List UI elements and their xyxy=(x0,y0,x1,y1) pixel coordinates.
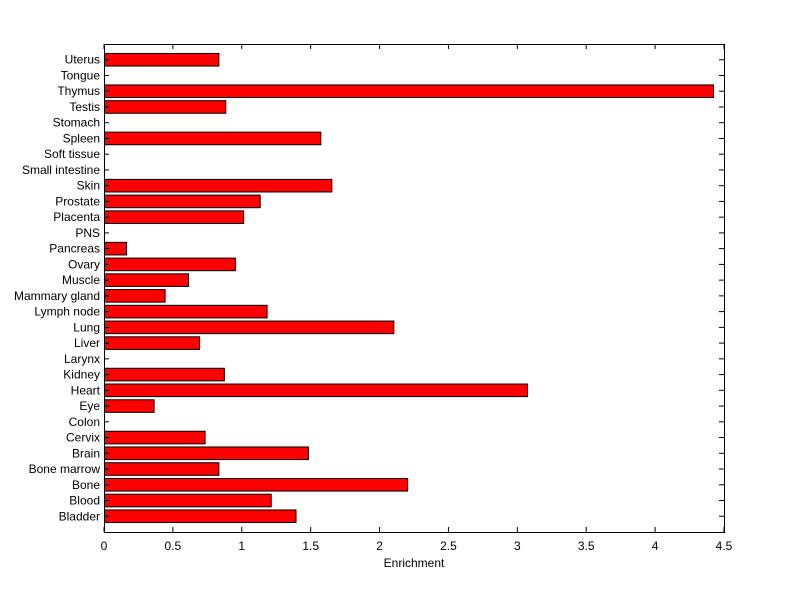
y-tick-label: Spleen xyxy=(63,131,100,145)
bar-liver xyxy=(104,336,201,350)
y-tick-label: Prostate xyxy=(55,194,100,208)
x-tick-label: 1.5 xyxy=(302,539,319,553)
y-tick-label: Colon xyxy=(69,415,100,429)
y-tick-label: Heart xyxy=(71,383,101,397)
y-tick-label: Thymus xyxy=(57,84,100,98)
y-tick-label: Cervix xyxy=(66,431,100,445)
bar-bone xyxy=(104,477,409,492)
bar-eye xyxy=(104,399,155,413)
y-tick-label: Bone marrow xyxy=(29,462,101,476)
bar-mammary-gland xyxy=(104,289,166,303)
y-tick-label: Testis xyxy=(69,100,100,114)
bar-placenta xyxy=(104,210,245,224)
bar-lung xyxy=(104,320,395,335)
y-tick-label: Kidney xyxy=(63,368,100,382)
x-tick-label: 1 xyxy=(238,539,245,553)
y-tick-label: Soft tissue xyxy=(44,147,100,161)
y-tick-label: PNS xyxy=(75,226,100,240)
y-tick-label: Bone xyxy=(72,478,100,492)
y-tick-label: Skin xyxy=(77,179,100,193)
y-tick-label: Lymph node xyxy=(34,305,100,319)
plot-frame xyxy=(104,44,725,533)
bars-layer xyxy=(104,52,714,524)
bar-blood xyxy=(104,493,272,508)
bar-testis xyxy=(104,100,227,114)
y-tick-label: Bladder xyxy=(59,509,100,523)
y-tick-label: Blood xyxy=(69,494,100,508)
y-tick-label: Stomach xyxy=(53,116,100,130)
x-tick-label: 4 xyxy=(652,539,659,553)
y-tick-label: Lung xyxy=(73,320,100,334)
y-tick-label: Placenta xyxy=(53,210,100,224)
y-tick-label: Small intestine xyxy=(22,163,100,177)
y-tick-label: Larynx xyxy=(64,352,100,366)
bar-bladder xyxy=(104,509,297,524)
y-tick-label: Mammary gland xyxy=(14,289,100,303)
bar-ovary xyxy=(104,257,236,272)
y-tick-label: Ovary xyxy=(68,257,100,271)
bar-kidney xyxy=(104,367,225,382)
x-tick-label: 3 xyxy=(514,539,521,553)
x-tick-label: 0 xyxy=(101,539,108,553)
x-tick-label: 3.5 xyxy=(578,539,595,553)
y-tick-label: Uterus xyxy=(65,53,100,67)
bar-skin xyxy=(104,178,333,193)
bar-brain xyxy=(104,446,309,461)
bar-thymus xyxy=(104,84,714,99)
y-tick-label: Eye xyxy=(79,399,100,413)
bar-cervix xyxy=(104,430,206,445)
x-tick-label: 0.5 xyxy=(165,539,182,553)
bar-heart xyxy=(104,383,528,398)
x-axis-title: Enrichment xyxy=(384,556,445,570)
y-tick-label: Liver xyxy=(74,336,100,350)
bar-spleen xyxy=(104,131,322,146)
x-tick-label: 2.5 xyxy=(440,539,457,553)
bar-bone-marrow xyxy=(104,462,220,476)
y-tick-label: Brain xyxy=(72,446,100,460)
bar-prostate xyxy=(104,194,261,209)
bar-lymph-node xyxy=(104,304,268,319)
y-tick-label: Tongue xyxy=(61,68,101,82)
x-tick-label: 2 xyxy=(376,539,383,553)
bar-uterus xyxy=(104,52,220,67)
y-tick-label: Pancreas xyxy=(49,242,100,256)
bar-muscle xyxy=(104,273,190,287)
y-tick-label: Muscle xyxy=(62,273,100,287)
x-tick-label: 4.5 xyxy=(716,539,733,553)
